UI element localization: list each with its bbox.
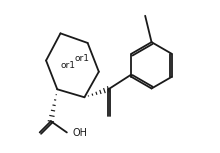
Text: or1: or1 bbox=[60, 61, 75, 70]
Text: OH: OH bbox=[72, 128, 87, 138]
Text: or1: or1 bbox=[75, 54, 90, 63]
